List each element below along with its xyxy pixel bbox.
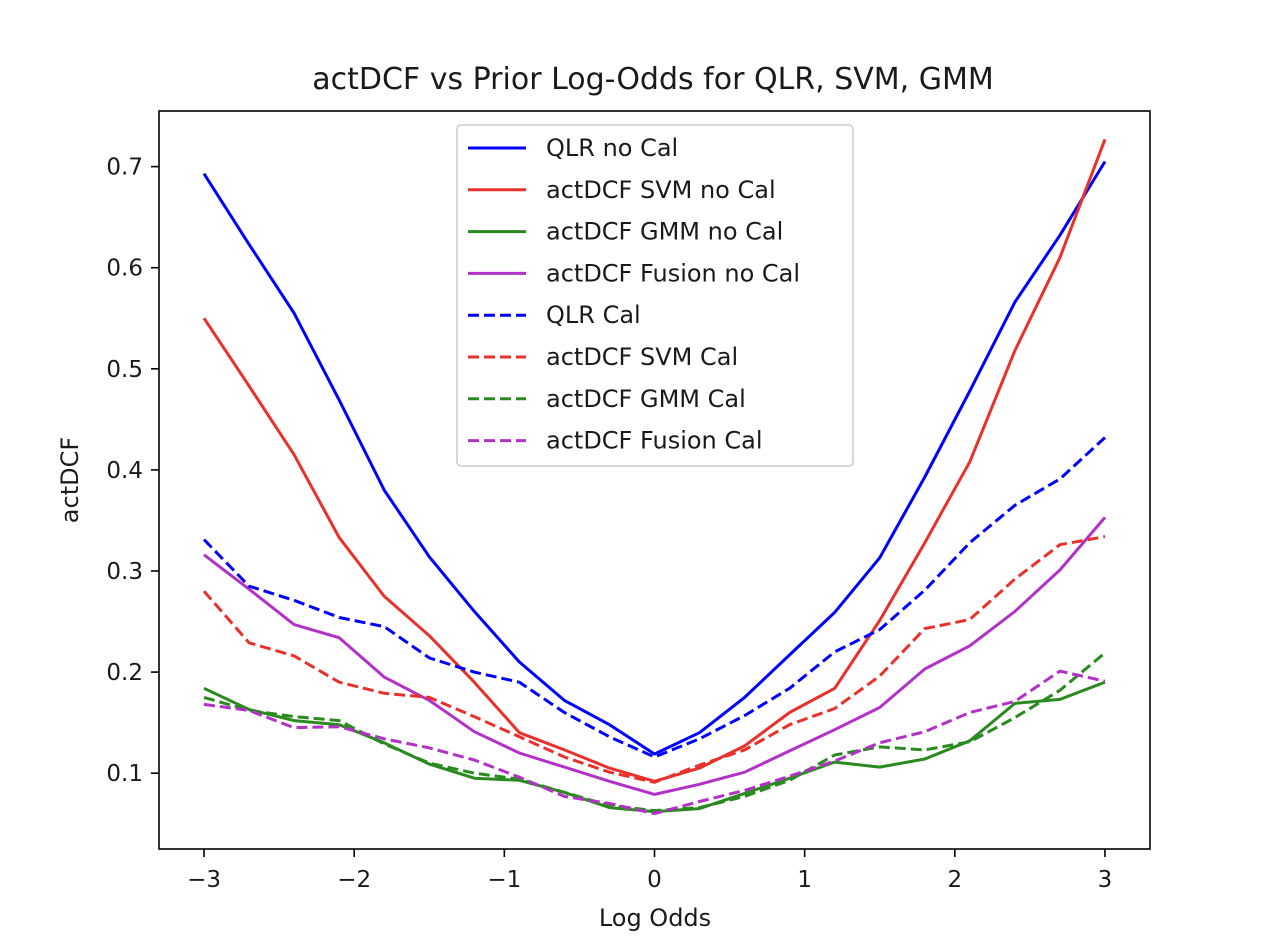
legend-label-4: actDCF Fusion no Cal [546,259,800,287]
y-tick-label: 0.1 [106,761,143,787]
series-line-8 [203,669,1106,816]
x-tick-label: −2 [337,867,371,893]
y-tick-label: 0.7 [106,155,143,181]
legend-label-8: actDCF Fusion Cal [546,427,763,455]
legend-label-7: actDCF GMM Cal [546,385,746,413]
y-tick-label: 0.4 [106,458,143,484]
legend-label-3: actDCF GMM no Cal [546,218,783,246]
series-line-5 [202,436,1107,759]
x-tick-label: 2 [947,867,962,893]
series-line-4 [203,516,1107,796]
x-tick-label: 1 [797,867,812,893]
series-line-3 [203,680,1106,814]
x-tick-label: −1 [487,867,521,893]
x-axis-label: Log Odds [599,904,711,932]
legend-label-2: actDCF SVM no Cal [546,176,776,204]
y-tick-label: 0.5 [106,357,143,383]
y-tick-label: 0.2 [106,660,143,686]
chart-title: actDCF vs Prior Log-Odds for QLR, SVM, G… [312,62,994,97]
series-layer [202,138,1107,816]
x-tick-label: −3 [187,867,221,893]
series-line-1 [202,160,1107,756]
legend-label-5: QLR Cal [546,301,641,329]
series-line-6 [202,535,1106,784]
x-tick-label: 3 [1098,867,1113,893]
x-tick-label: 0 [647,867,662,893]
series-line-7 [203,651,1106,813]
y-tick-label: 0.3 [106,559,143,585]
legend: QLR no Cal actDCF SVM no Cal actDCF GMM no… [456,124,854,467]
y-axis-label: actDCF [56,437,84,523]
y-tick-label: 0.6 [106,256,143,282]
ticks-layer: −3 −2 −1 0 1 2 3 0.1 0.2 0.3 0.4 0.5 0.6 0.7 [106,155,1112,893]
legend-label-1: QLR no Cal [546,134,678,162]
legend-label-6: actDCF SVM Cal [546,343,738,371]
legend-box [456,124,854,467]
